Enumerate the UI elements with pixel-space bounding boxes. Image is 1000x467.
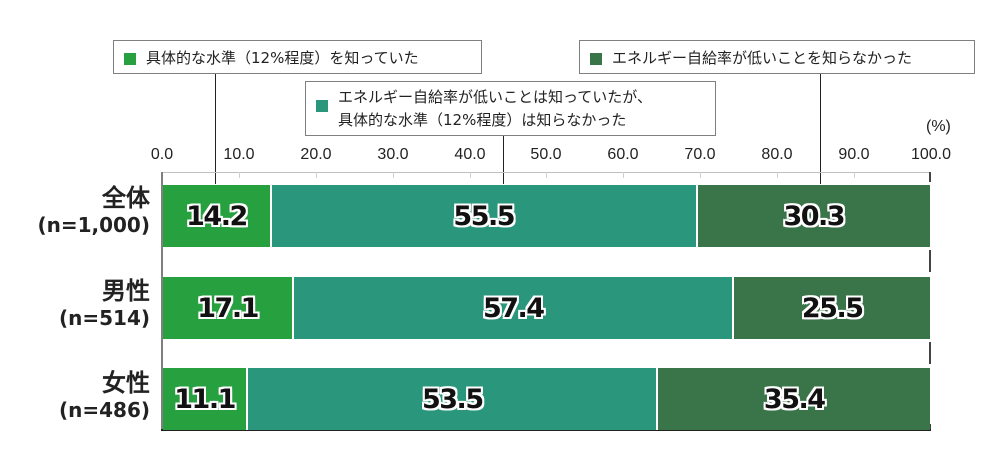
- bar-male: 17.1 57.4 25.5: [163, 277, 930, 339]
- tick-mark: [777, 172, 778, 178]
- legend-entry-knew-level: 具体的な水準（12%程度）を知っていた: [113, 40, 482, 74]
- category-label: 全体: [102, 184, 150, 212]
- x-tick: 80.0: [761, 146, 793, 163]
- value-label: 25.5: [801, 292, 864, 324]
- value-label: 14.2: [186, 200, 248, 232]
- legend-swatch-darkgreen: [590, 52, 602, 65]
- x-tick: 100.0: [910, 146, 952, 163]
- x-tick: 70.0: [684, 146, 716, 163]
- legend-swatch-green: [124, 52, 136, 65]
- tick-mark: [316, 172, 317, 178]
- leader-line: [215, 74, 216, 184]
- row-label-male: 男性 (n=514): [0, 277, 150, 331]
- tick-mark: [546, 172, 547, 178]
- x-tick: 90.0: [838, 146, 870, 163]
- tick-mark: [239, 172, 240, 178]
- x-tick: 10.0: [223, 146, 255, 163]
- end-tick: [929, 424, 931, 431]
- bar-segment-did-not-know: 30.3: [697, 185, 930, 247]
- bar-segment-knew-low: 57.4: [294, 277, 735, 339]
- bar-segment-knew-level: 11.1: [163, 368, 249, 430]
- bar-segment-did-not-know: 25.5: [734, 277, 930, 339]
- tick-mark: [623, 172, 624, 178]
- sample-size: (n=514): [58, 306, 150, 330]
- bar-segment-knew-level: 17.1: [163, 277, 295, 339]
- sample-size: (n=1,000): [37, 213, 150, 237]
- end-tick: [929, 250, 931, 272]
- value-label: 35.4: [763, 383, 826, 415]
- x-tick: 40.0: [454, 146, 486, 163]
- bar-segment-did-not-know: 35.4: [658, 368, 930, 430]
- x-tick: 20.0: [300, 146, 332, 163]
- sample-size: (n=486): [58, 398, 150, 422]
- leader-line: [503, 136, 504, 184]
- x-tick: 50.0: [530, 146, 562, 163]
- row-label-female: 女性 (n=486): [0, 369, 150, 423]
- x-tick: 60.0: [607, 146, 639, 163]
- value-label: 11.1: [174, 383, 236, 415]
- legend-entry-did-not-know: エネルギー自給率が低いことを知らなかった: [579, 40, 975, 74]
- bar-segment-knew-low: 53.5: [248, 368, 659, 430]
- leader-line: [820, 74, 821, 184]
- legend-label: エネルギー自給率が低いことを知らなかった: [612, 49, 913, 67]
- value-label: 55.5: [453, 200, 515, 232]
- legend-entry-knew-low-not-level: エネルギー自給率が低いことは知っていたが、 具体的な水準（12%程度）は知らなかっ…: [305, 81, 716, 136]
- tick-mark: [470, 172, 471, 178]
- bar-segment-knew-level: 14.2: [163, 185, 272, 247]
- tick-mark: [700, 172, 701, 178]
- unit-label: (%): [926, 118, 951, 135]
- category-label: 男性: [102, 277, 150, 305]
- bar-female: 11.1 53.5 35.4: [163, 368, 930, 430]
- x-axis-bottom-line: [161, 429, 931, 431]
- x-tick: 30.0: [377, 146, 409, 163]
- end-tick: [929, 342, 931, 364]
- row-label-total: 全体 (n=1,000): [0, 184, 150, 238]
- tick-mark: [393, 172, 394, 178]
- legend-label: 具体的な水準（12%程度）は知らなかった: [338, 111, 627, 129]
- bar-total: 14.2 55.5 30.3: [163, 185, 930, 247]
- value-label: 53.5: [421, 383, 484, 415]
- value-label: 57.4: [482, 292, 545, 324]
- value-label: 17.1: [197, 292, 259, 324]
- end-tick: [929, 172, 931, 182]
- legend-label: 具体的な水準（12%程度）を知っていた: [146, 49, 419, 67]
- bar-segment-knew-low: 55.5: [271, 185, 698, 247]
- category-label: 女性: [102, 369, 150, 397]
- legend-label: エネルギー自給率が低いことは知っていたが、: [338, 88, 652, 106]
- value-label: 30.3: [783, 200, 845, 232]
- legend-swatch-teal: [316, 100, 328, 112]
- tick-mark: [854, 172, 855, 178]
- y-axis-line: [161, 172, 163, 430]
- x-tick: 0.0: [150, 146, 174, 163]
